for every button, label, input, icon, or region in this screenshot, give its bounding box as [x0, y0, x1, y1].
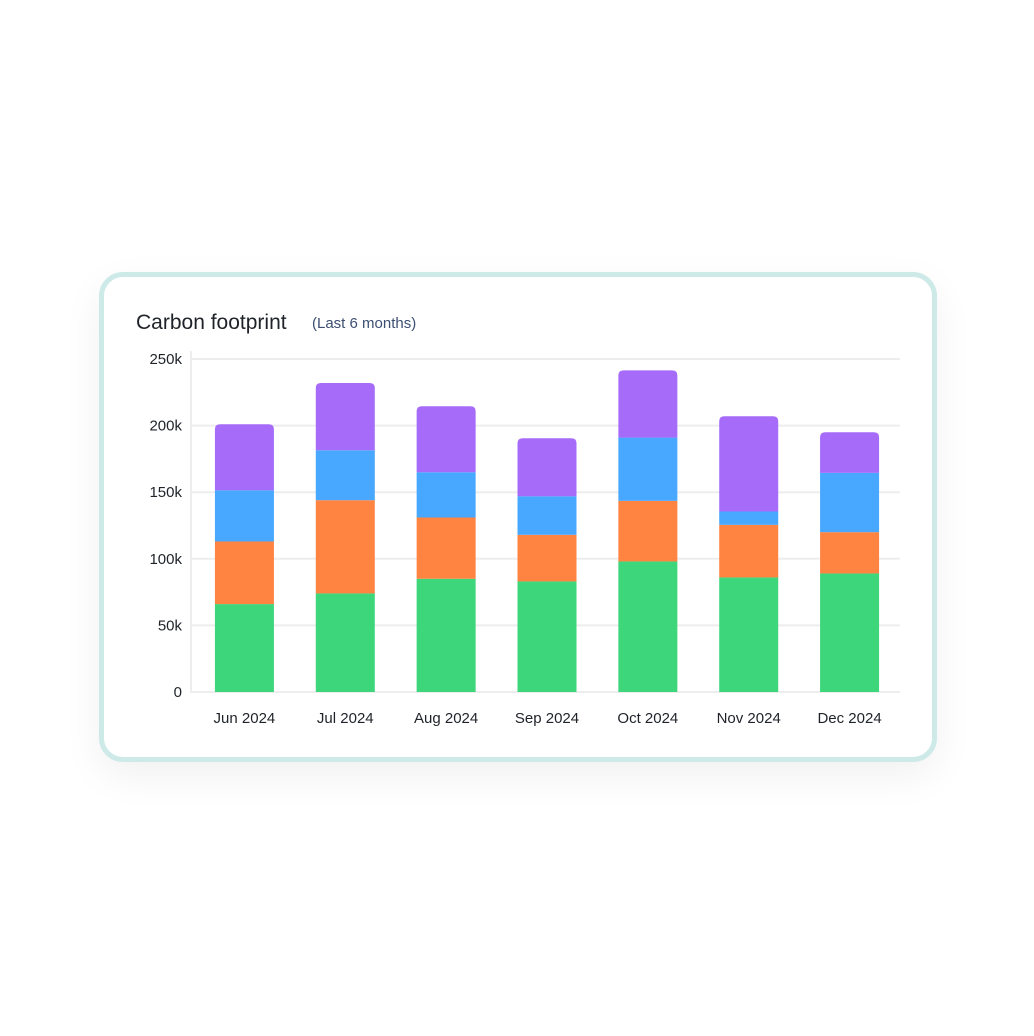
bar-segment [416, 517, 476, 579]
bar-segment [618, 561, 678, 692]
y-tick-label: 0 [174, 684, 182, 701]
x-tick-label: Aug 2024 [414, 710, 478, 727]
bar-segment [719, 511, 779, 525]
bar-segment [315, 593, 375, 692]
bar-segment [315, 450, 375, 501]
y-tick-label: 100k [149, 551, 182, 568]
x-tick-label: Nov 2024 [717, 710, 781, 727]
bar-segment [820, 432, 880, 473]
y-tick-label: 150k [149, 484, 182, 501]
bar-segment [719, 416, 779, 512]
chart-subtitle: (Last 6 months) [312, 315, 417, 332]
y-tick-label: 200k [149, 418, 182, 435]
bar-segment [618, 437, 678, 501]
bar-segment [820, 472, 880, 533]
bar-segment [618, 370, 678, 438]
x-tick-label: Oct 2024 [617, 710, 678, 727]
bar-segment [820, 532, 880, 574]
bar-segment [214, 604, 274, 692]
bar-segment [719, 524, 779, 578]
bar-segment [618, 500, 678, 562]
x-tick-label: Dec 2024 [817, 710, 881, 727]
bar-segment [214, 541, 274, 605]
x-tick-label: Jul 2024 [317, 710, 374, 727]
bar-segment [416, 406, 476, 473]
bar-segment [517, 496, 577, 535]
bar-segment [214, 490, 274, 542]
bar-segment [416, 472, 476, 518]
bar-segment [517, 581, 577, 692]
bar-segment [820, 573, 880, 692]
bar-segment [719, 577, 779, 692]
bar-segment [517, 438, 577, 497]
y-tick-label: 250k [149, 351, 182, 368]
x-tick-label: Sep 2024 [515, 710, 579, 727]
bar-segment [315, 500, 375, 594]
chart-title: Carbon footprint [136, 311, 287, 334]
bar-segment [214, 424, 274, 491]
bar-segment [315, 382, 375, 451]
bar-segment [517, 534, 577, 582]
y-tick-label: 50k [158, 617, 183, 634]
x-tick-label: Jun 2024 [214, 710, 276, 727]
bar-segment [416, 578, 476, 692]
